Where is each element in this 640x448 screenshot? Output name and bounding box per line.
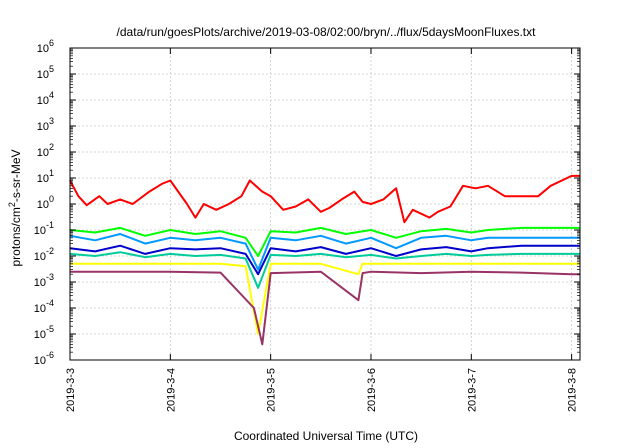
y-tick-exponent: 5 [49, 64, 54, 74]
y-tick-exponent: -3 [46, 272, 54, 282]
y-tick-label: 10-3 [34, 272, 54, 289]
y-axis-label-pre: protons/cm [9, 207, 23, 266]
y-tick-base: 10 [37, 69, 49, 81]
y-tick-base: 10 [37, 121, 49, 133]
y-tick-label: 10-4 [34, 298, 54, 315]
series-group [69, 174, 580, 346]
y-tick-label: 10-5 [34, 324, 54, 341]
y-tick-label: 103 [37, 116, 54, 133]
x-tick-label: 2019-3-7 [466, 368, 478, 412]
y-axis-ticks: 10-610-510-410-310-210-11001011021031041… [34, 38, 580, 367]
y-tick-base: 10 [34, 303, 46, 315]
y-tick-label: 102 [37, 142, 54, 159]
y-tick-base: 10 [34, 225, 46, 237]
y-tick-base: 10 [34, 251, 46, 263]
y-tick-base: 10 [37, 199, 49, 211]
series-line-3 [69, 233, 580, 271]
y-tick-exponent: 2 [49, 142, 54, 152]
y-tick-label: 104 [37, 90, 54, 107]
y-axis-label-post: -s-sr-MeV [9, 149, 23, 202]
y-tick-exponent: 4 [49, 90, 54, 100]
y-tick-label: 10-6 [34, 350, 54, 367]
series-line-6 [70, 262, 580, 335]
series-line-4 [69, 244, 580, 276]
y-tick-exponent: -2 [46, 246, 54, 256]
series-line-7 [70, 270, 580, 346]
x-tick-label: 2019-3-8 [567, 368, 579, 412]
y-tick-exponent: -4 [46, 298, 54, 308]
y-tick-label: 105 [37, 64, 54, 81]
x-tick-label: 2019-3-5 [266, 368, 278, 412]
y-tick-base: 10 [37, 147, 49, 159]
y-tick-base: 10 [34, 329, 46, 341]
x-tick-label: 2019-3-6 [366, 368, 378, 412]
x-axis-label: Coordinated Universal Time (UTC) [234, 429, 418, 443]
series-line-5 [69, 251, 580, 289]
y-tick-label: 10-2 [34, 246, 54, 263]
y-tick-base: 10 [37, 95, 49, 107]
series-line-1 [69, 174, 580, 224]
y-tick-base: 10 [34, 277, 46, 289]
series-line-2 [69, 226, 580, 257]
x-tick-label: 2019-3-3 [65, 368, 77, 412]
y-tick-exponent: -6 [46, 350, 54, 360]
y-tick-base: 10 [37, 43, 49, 55]
y-tick-exponent: 6 [49, 38, 54, 48]
y-tick-exponent: 1 [49, 168, 54, 178]
grid [70, 48, 580, 360]
y-tick-label: 106 [37, 38, 54, 55]
y-tick-base: 10 [34, 355, 46, 367]
y-tick-base: 10 [37, 173, 49, 185]
y-tick-label: 101 [37, 168, 54, 185]
y-tick-label: 100 [37, 194, 54, 211]
y-tick-label: 10-1 [34, 220, 54, 237]
y-tick-exponent: 3 [49, 116, 54, 126]
chart-title: /data/run/goesPlots/archive/2019-03-08/0… [117, 25, 537, 39]
x-axis-ticks: 2019-3-3 2019-3-4 2019-3-5 2019-3-6 2019-3-7… [65, 48, 579, 412]
y-tick-exponent: 0 [49, 194, 54, 204]
x-tick-label: 2019-3-4 [165, 368, 177, 412]
y-tick-exponent: -5 [46, 324, 54, 334]
y-axis-label-sup: 2 [7, 202, 17, 207]
y-axis-label: protons/cm2-s-sr-MeV [7, 149, 23, 266]
y-tick-exponent: -1 [46, 220, 54, 230]
